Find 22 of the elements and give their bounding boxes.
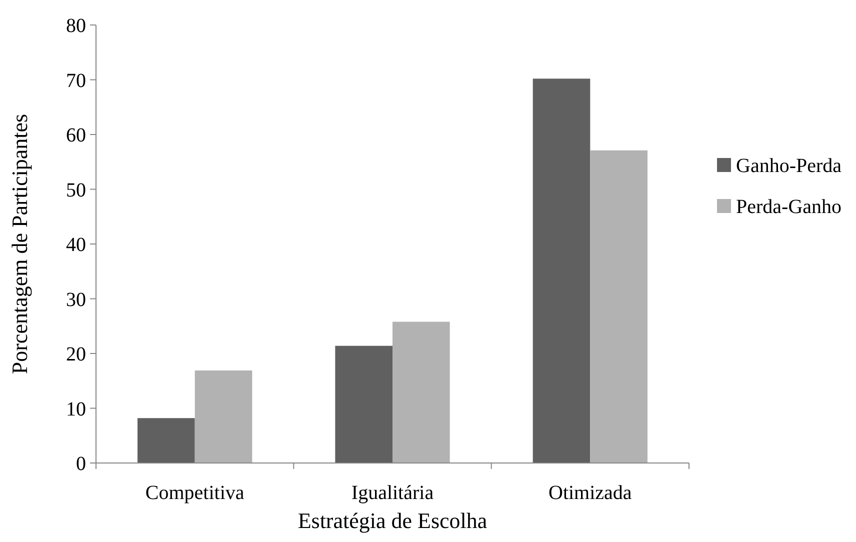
bar	[590, 150, 648, 463]
y-axis-title: Porcentagem de Participantes	[7, 114, 32, 374]
y-tick-label: 40	[66, 234, 86, 256]
y-tick-label: 60	[66, 124, 86, 146]
legend-label: Ganho-Perda	[736, 155, 842, 177]
y-tick-label: 50	[66, 179, 86, 202]
bar	[392, 322, 450, 463]
bar	[532, 78, 590, 463]
x-axis-title: Estratégia de Escolha	[298, 508, 488, 533]
y-tick-label: 0	[76, 453, 86, 475]
legend-label: Perda-Ganho	[736, 196, 842, 218]
x-tick-label: Competitiva	[145, 482, 244, 504]
bar	[335, 346, 392, 463]
y-tick-label: 20	[66, 344, 86, 366]
y-tick-label: 80	[66, 15, 86, 37]
y-tick-label: 10	[66, 398, 86, 420]
bar	[194, 370, 252, 463]
x-tick-label: Otimizada	[548, 482, 632, 504]
y-tick-label: 70	[66, 70, 86, 92]
y-tick-label: 30	[66, 288, 86, 311]
x-tick-label: Igualitária	[351, 482, 434, 504]
bar	[138, 418, 195, 463]
